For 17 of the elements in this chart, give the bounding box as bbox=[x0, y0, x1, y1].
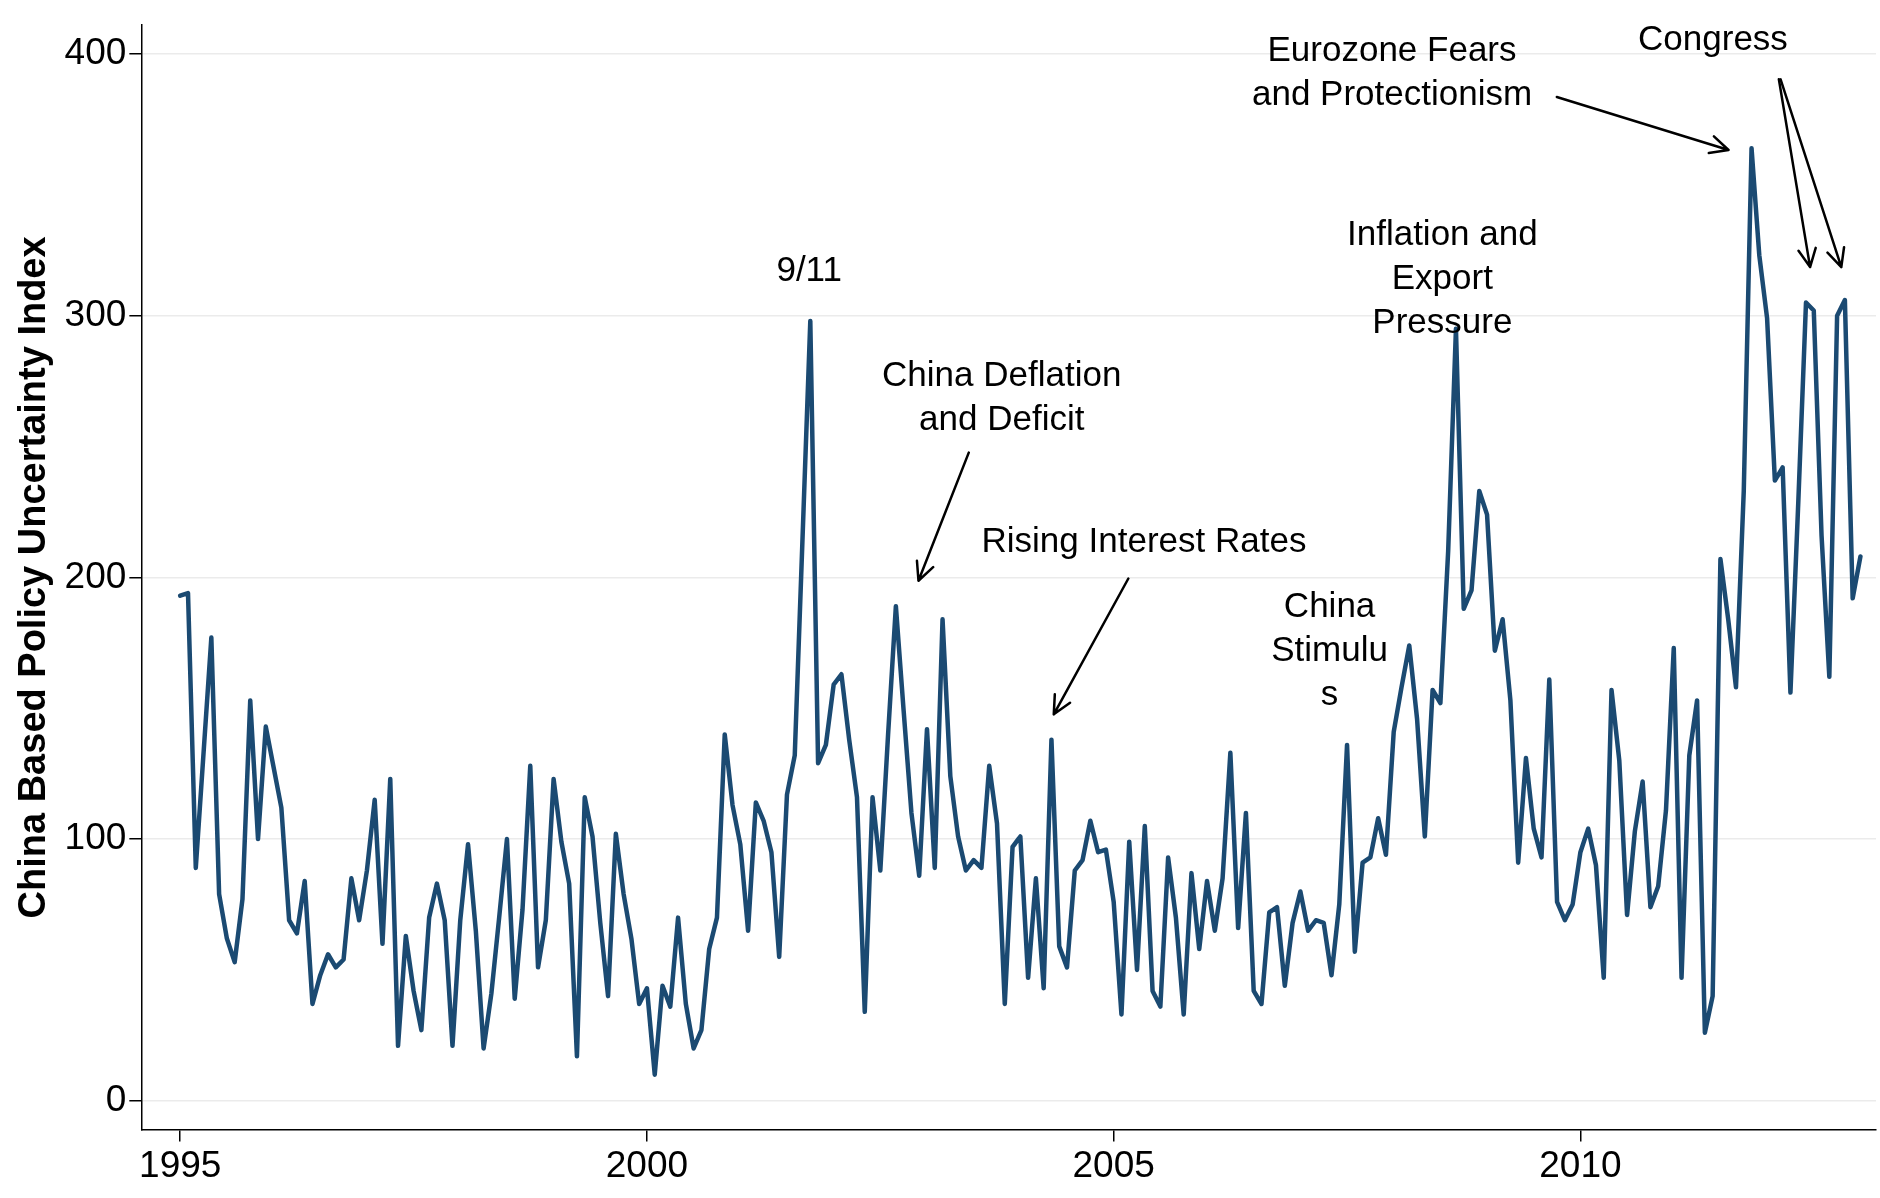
y-tick-label: 300 bbox=[64, 292, 127, 334]
annotation: Rising Interest Rates bbox=[981, 519, 1307, 559]
x-tick-label: 2000 bbox=[605, 1144, 689, 1185]
annotation: Congress bbox=[1638, 18, 1788, 58]
y-tick-label: 0 bbox=[105, 1078, 127, 1120]
x-tick-label: 1995 bbox=[139, 1144, 222, 1185]
annotation: Eurozone Fears and Protectionism bbox=[1251, 29, 1533, 113]
annotation: Inflation and Export Pressure bbox=[1346, 212, 1538, 340]
y-tick-label: 100 bbox=[64, 816, 127, 858]
annotation: China Deflation and Deficit bbox=[882, 354, 1122, 438]
y-axis-title: China Based Policy Uncertainty Index bbox=[11, 236, 54, 919]
x-tick-label: 2005 bbox=[1072, 1144, 1155, 1185]
x-tick-label: 2010 bbox=[1539, 1144, 1622, 1185]
y-tick-label: 400 bbox=[64, 31, 127, 73]
annotation: 9/11 bbox=[776, 249, 842, 289]
y-tick-label: 200 bbox=[64, 554, 127, 596]
annotation: China Stimulus bbox=[1271, 584, 1388, 712]
